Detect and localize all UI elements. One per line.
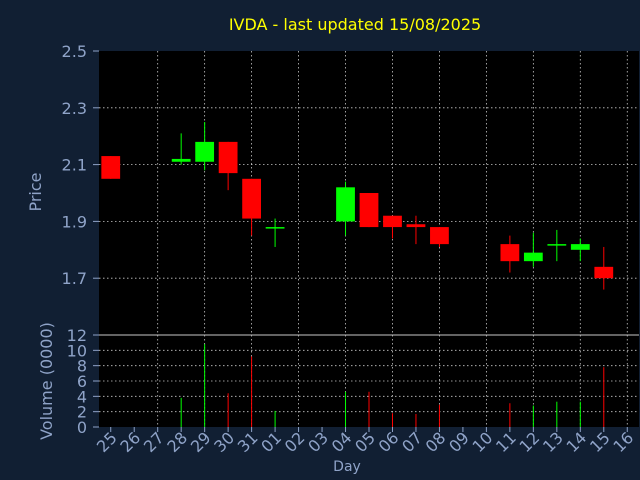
candle-body <box>101 156 121 179</box>
x-tick-label: 16 <box>609 428 637 456</box>
candle-body <box>195 141 215 162</box>
candles <box>101 122 614 290</box>
candle-body <box>336 187 355 222</box>
candle-body <box>242 178 261 219</box>
candle-body <box>383 215 402 228</box>
candle-body <box>406 224 426 228</box>
y-tick-label: 2.5 <box>62 42 87 61</box>
volume-tick-label: 8 <box>77 357 87 376</box>
y-tick-label: 1.7 <box>62 269 87 288</box>
chart-title: IVDA - last updated 15/08/2025 <box>229 15 481 34</box>
candle-body <box>430 227 449 245</box>
volume-tick-label: 6 <box>77 372 87 391</box>
candle-body <box>171 158 191 162</box>
candle-body <box>265 227 285 229</box>
candle-body <box>547 244 567 246</box>
y-tick-label: 2.3 <box>62 99 87 118</box>
candle-body <box>570 244 590 250</box>
y-tick-label: 1.9 <box>62 212 87 231</box>
volume-tick-label: 4 <box>77 387 87 406</box>
candle-body <box>523 252 543 262</box>
candle-body <box>500 244 520 262</box>
candle-body <box>218 141 238 174</box>
candle-body <box>359 193 379 228</box>
y-axis-label: Price <box>26 172 45 211</box>
x-axis-label: Day <box>333 459 361 475</box>
candle-body <box>594 266 614 279</box>
volume-tick-label: 12 <box>67 326 87 345</box>
volume-tick-label: 0 <box>77 418 87 437</box>
y-tick-label: 2.1 <box>62 156 87 175</box>
volume-bars <box>180 344 605 427</box>
volume-tick-label: 2 <box>77 403 87 422</box>
volume-tick-label: 10 <box>67 341 87 360</box>
volume-axis-label: Volume (0000) <box>37 322 56 440</box>
